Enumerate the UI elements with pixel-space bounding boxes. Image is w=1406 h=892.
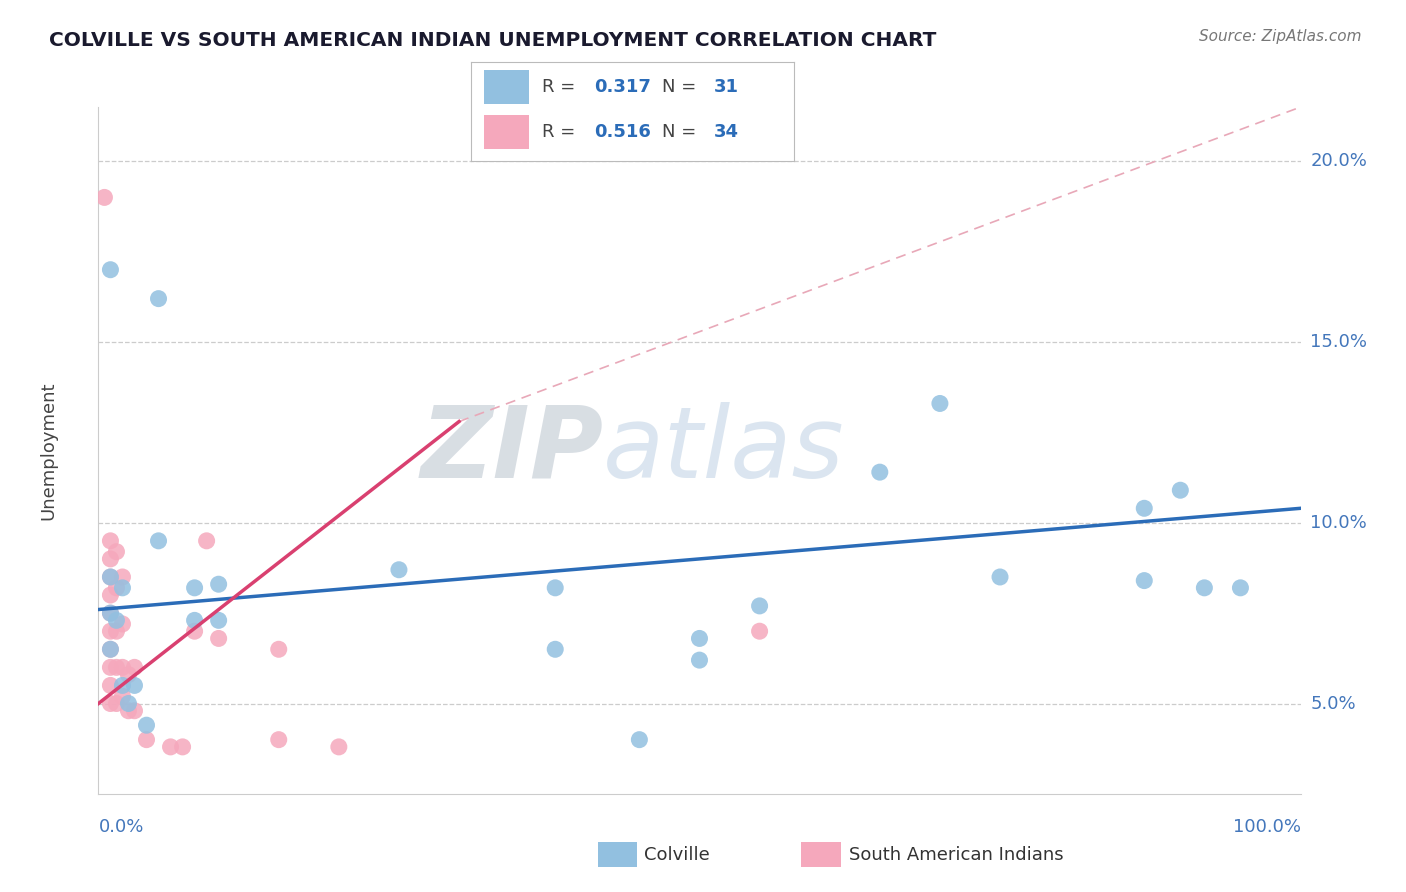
FancyBboxPatch shape	[484, 115, 529, 149]
Text: 20.0%: 20.0%	[1310, 153, 1367, 170]
Text: 0.0%: 0.0%	[98, 818, 143, 836]
Point	[111, 617, 134, 632]
Text: R =: R =	[543, 123, 581, 141]
Point	[928, 396, 950, 410]
Point	[100, 570, 122, 584]
Point	[1133, 501, 1156, 516]
Text: 10.0%: 10.0%	[1310, 514, 1367, 532]
Text: N =: N =	[662, 123, 702, 141]
Point	[388, 563, 411, 577]
Text: 100.0%: 100.0%	[1233, 818, 1301, 836]
Point	[111, 570, 134, 584]
Point	[100, 552, 122, 566]
Point	[172, 739, 194, 754]
Point	[111, 690, 134, 704]
Point	[183, 581, 205, 595]
Text: 5.0%: 5.0%	[1310, 695, 1355, 713]
Point	[93, 190, 115, 204]
Point	[135, 718, 157, 732]
FancyBboxPatch shape	[484, 70, 529, 103]
Point	[105, 624, 128, 639]
Point	[869, 465, 891, 479]
Text: 34: 34	[714, 123, 738, 141]
Point	[267, 642, 290, 657]
Text: 15.0%: 15.0%	[1310, 333, 1367, 351]
Point	[124, 704, 146, 718]
Point	[100, 588, 122, 602]
Point	[688, 632, 710, 646]
Text: Unemployment: Unemployment	[39, 381, 56, 520]
Point	[100, 642, 122, 657]
Point	[267, 732, 290, 747]
Point	[100, 642, 122, 657]
Text: South American Indians: South American Indians	[849, 846, 1064, 863]
Text: 0.317: 0.317	[593, 78, 651, 96]
Point	[124, 660, 146, 674]
Point	[1194, 581, 1216, 595]
Text: R =: R =	[543, 78, 581, 96]
Point	[183, 624, 205, 639]
Text: 31: 31	[714, 78, 738, 96]
Point	[688, 653, 710, 667]
Point	[148, 533, 170, 548]
Point	[117, 667, 139, 681]
Point	[1229, 581, 1251, 595]
Point	[159, 739, 181, 754]
Text: N =: N =	[662, 78, 702, 96]
Point	[100, 606, 122, 620]
Point	[195, 533, 218, 548]
Point	[1170, 483, 1192, 498]
Point	[111, 581, 134, 595]
Point	[111, 678, 134, 692]
Point	[105, 697, 128, 711]
Point	[208, 613, 231, 627]
Point	[988, 570, 1011, 584]
Point	[208, 632, 231, 646]
Point	[105, 613, 128, 627]
Point	[117, 697, 139, 711]
Point	[100, 678, 122, 692]
Text: Source: ZipAtlas.com: Source: ZipAtlas.com	[1198, 29, 1361, 44]
Point	[748, 624, 770, 639]
Point	[124, 678, 146, 692]
Point	[328, 739, 350, 754]
Text: 0.516: 0.516	[593, 123, 651, 141]
Text: COLVILLE VS SOUTH AMERICAN INDIAN UNEMPLOYMENT CORRELATION CHART: COLVILLE VS SOUTH AMERICAN INDIAN UNEMPL…	[49, 31, 936, 50]
Point	[117, 704, 139, 718]
Point	[100, 606, 122, 620]
Point	[105, 581, 128, 595]
Point	[628, 732, 651, 747]
Point	[1133, 574, 1156, 588]
Point	[100, 624, 122, 639]
Point	[100, 262, 122, 277]
Point	[100, 570, 122, 584]
Point	[111, 660, 134, 674]
Point	[135, 732, 157, 747]
Point	[544, 642, 567, 657]
Text: atlas: atlas	[603, 402, 845, 499]
Point	[105, 660, 128, 674]
Text: Colville: Colville	[644, 846, 710, 863]
Point	[544, 581, 567, 595]
Text: ZIP: ZIP	[420, 402, 603, 499]
Point	[100, 533, 122, 548]
Point	[100, 660, 122, 674]
Point	[100, 697, 122, 711]
Point	[208, 577, 231, 591]
Point	[148, 292, 170, 306]
Point	[105, 544, 128, 558]
Point	[748, 599, 770, 613]
Point	[183, 613, 205, 627]
